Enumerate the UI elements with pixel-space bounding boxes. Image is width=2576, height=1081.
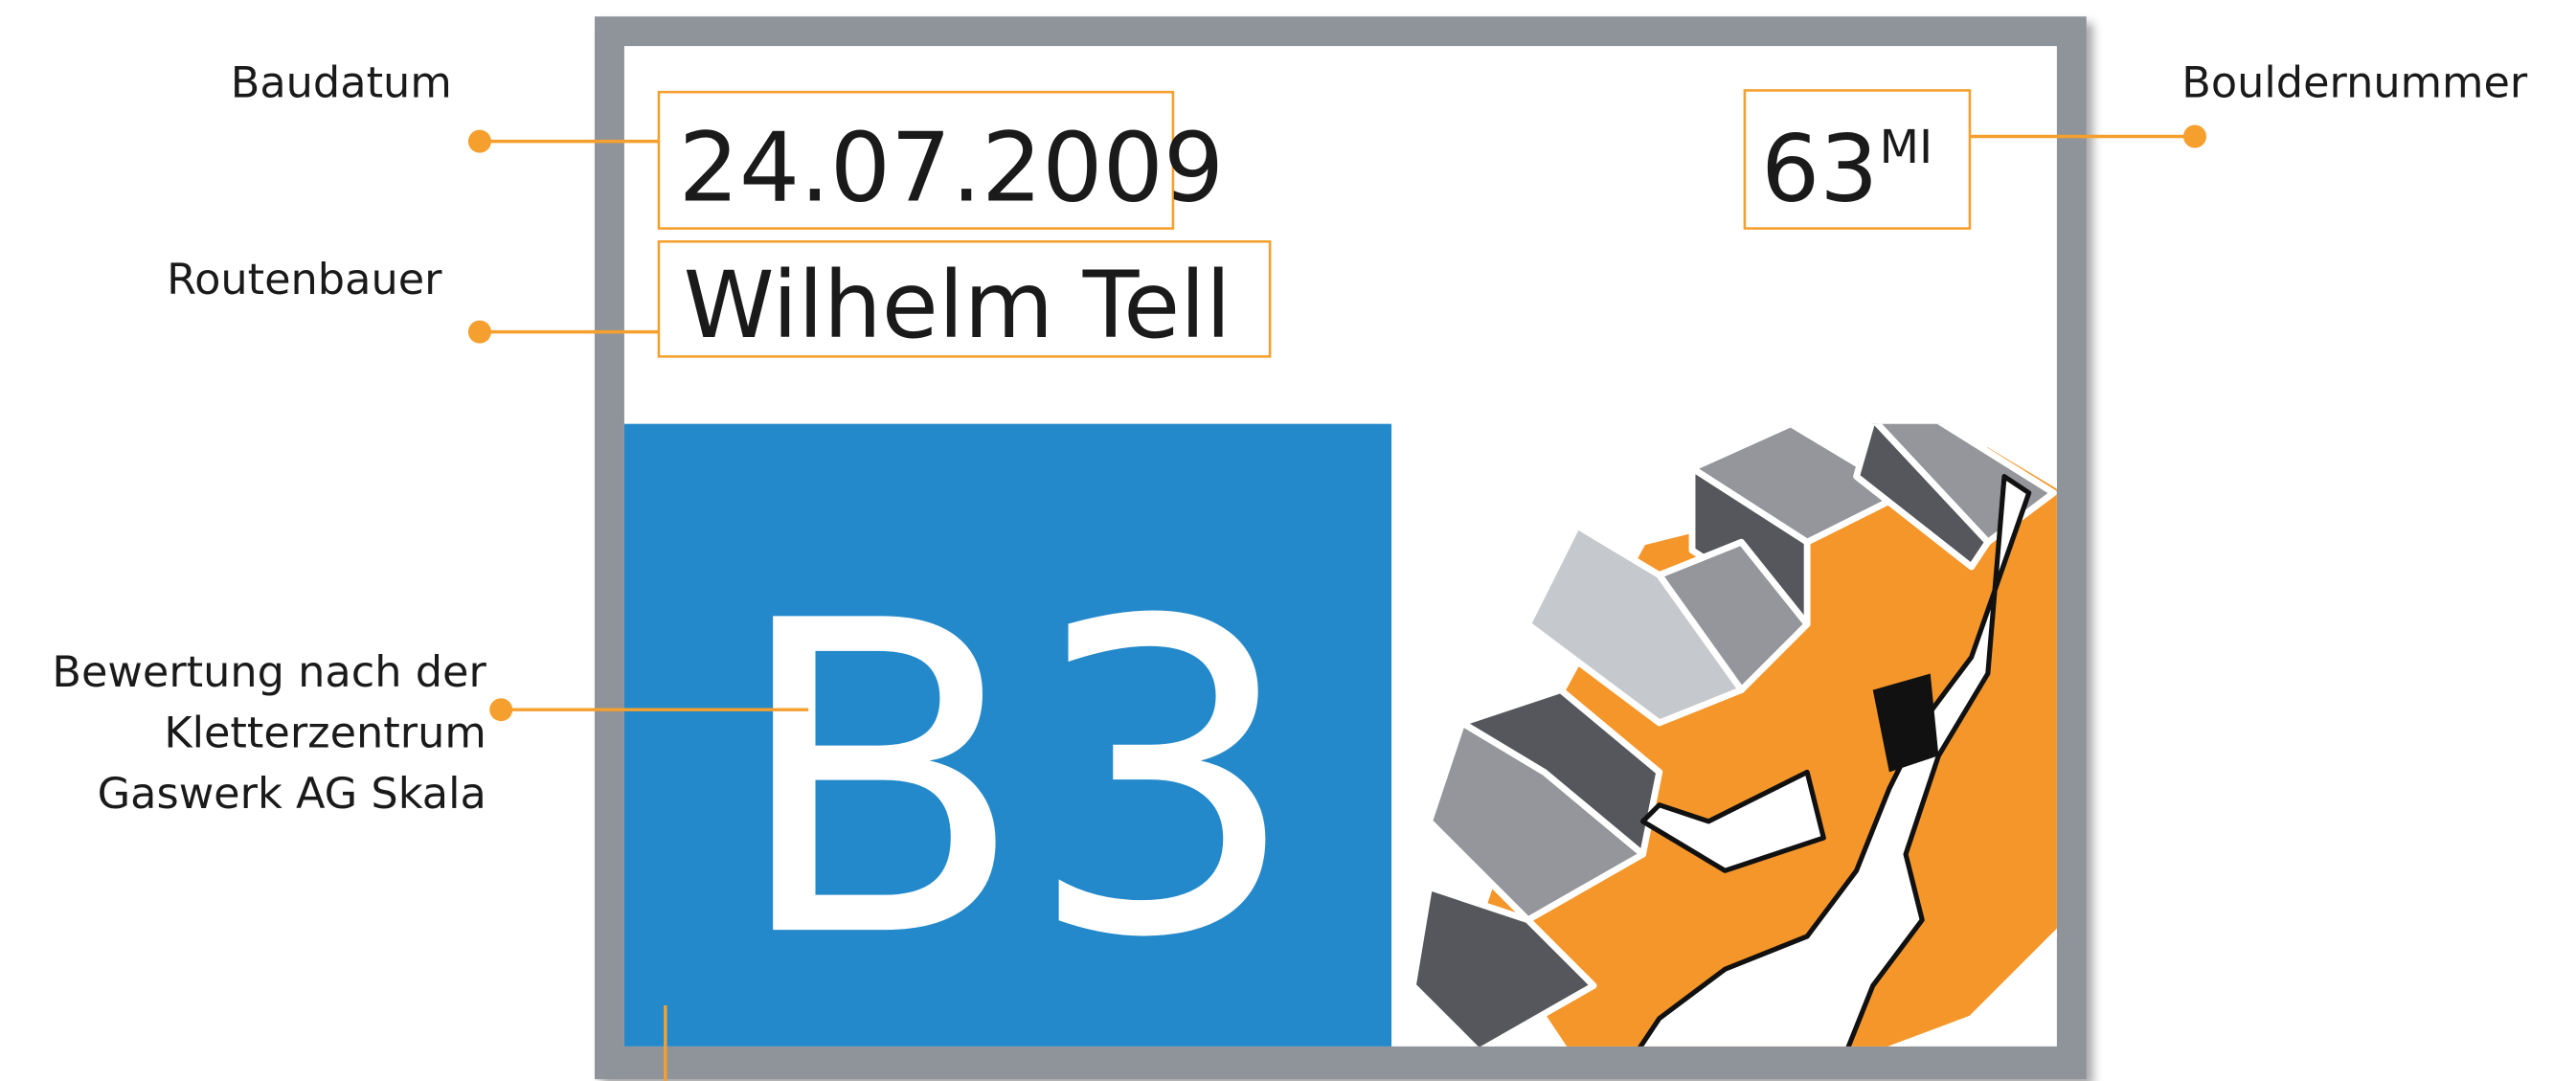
sign-number: 63 xyxy=(1761,115,1878,222)
callout-label: Routenbauer xyxy=(167,255,442,304)
boulder-sign-diagram: 24.07.2009 Wilhelm Tell 63 MI B3 Baudatu… xyxy=(0,0,2576,1081)
callout-label: Kletterzentrum xyxy=(164,709,486,758)
sign-date: 24.07.2009 xyxy=(679,113,1225,223)
callout-label: Bouldernummer xyxy=(2181,57,2528,107)
callout-label: Bewertung nach der xyxy=(52,647,486,697)
callout-label: Baudatum xyxy=(231,57,452,107)
callout-label: Gaswerk AG Skala xyxy=(98,769,486,819)
sign-setter: Wilhelm Tell xyxy=(684,252,1232,359)
sign-sector: MI xyxy=(1880,121,1933,174)
sign-grade: B3 xyxy=(731,531,1299,1032)
